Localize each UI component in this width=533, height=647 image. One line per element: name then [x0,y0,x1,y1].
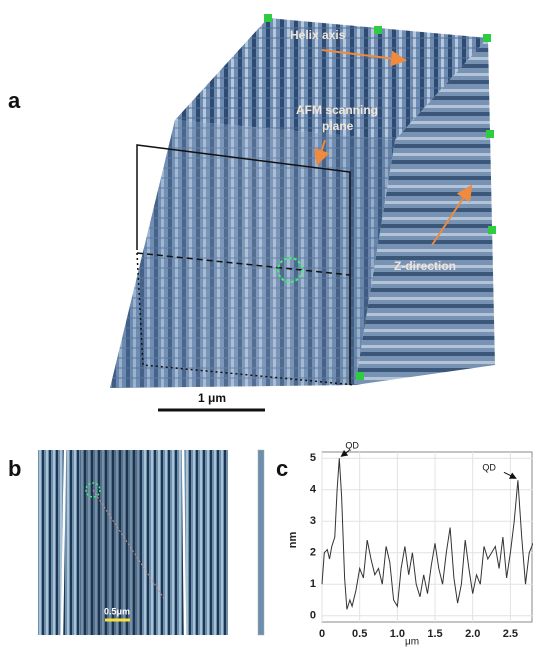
y-tick-label: 2 [310,547,316,559]
panel-a: a Helix axis AFM scanning plane Z-direct… [8,14,496,412]
scale-label: 1 μm [198,391,226,405]
y-tick-label: 4 [310,484,317,496]
x-tick-label: 0 [319,628,325,640]
scan-line [136,252,351,276]
corner-marker [356,372,364,380]
arrow [431,184,473,246]
afm-shading [110,120,395,388]
afm-edge [60,449,67,636]
x-tick-label: 0.5 [352,628,367,640]
annotation-arrow [340,449,350,457]
afm-side-face [355,38,495,385]
colorbar [257,449,265,636]
annotation: AFM scanning [296,103,378,117]
corner-marker [483,34,491,42]
annotation-arrow [503,471,517,479]
qd-circle [277,257,303,283]
y-tick-label: 1 [310,578,316,590]
plot-area [321,451,533,623]
afm-image [38,450,228,635]
corner-marker [486,130,494,138]
panel-c: c nm μm 0 1 2 3 4 5 0 0.5 1.0 1.5 2.0 2.5 QD QD [276,441,533,647]
afm-shadow [80,450,140,635]
arrow [314,139,330,166]
x-tick-label: 2.0 [465,628,480,640]
annotation: QD [345,441,359,451]
arrow [321,49,407,67]
panel-label: b [8,456,21,481]
scan-plane [136,144,351,385]
afm-top-face [175,18,488,140]
profile-line [92,489,166,601]
profile-line [321,458,533,610]
y-axis-label: nm [287,532,299,549]
qd-circle [85,482,101,498]
y-tick-label: 0 [310,610,316,622]
corner-marker [264,14,272,22]
afm-edge [181,449,187,636]
corner-marker [488,226,496,234]
annotation: Helix axis [290,28,346,42]
y-tick-label: 3 [310,515,316,527]
annotation: QD [482,463,496,473]
x-tick-label: 1.0 [390,628,405,640]
panel-label: a [8,88,21,113]
panel-label: c [276,456,288,481]
y-tick-label: 5 [310,452,316,464]
annotation: plane [322,119,354,133]
panel-b: 0.5μm b [8,449,265,636]
x-tick-label: 2.5 [503,628,518,640]
corner-marker [374,26,382,34]
scale-label: 0.5μm [104,606,130,616]
x-axis-label: μm [405,637,419,647]
annotation: Z-direction [394,259,456,273]
x-tick-label: 1.5 [427,628,442,640]
